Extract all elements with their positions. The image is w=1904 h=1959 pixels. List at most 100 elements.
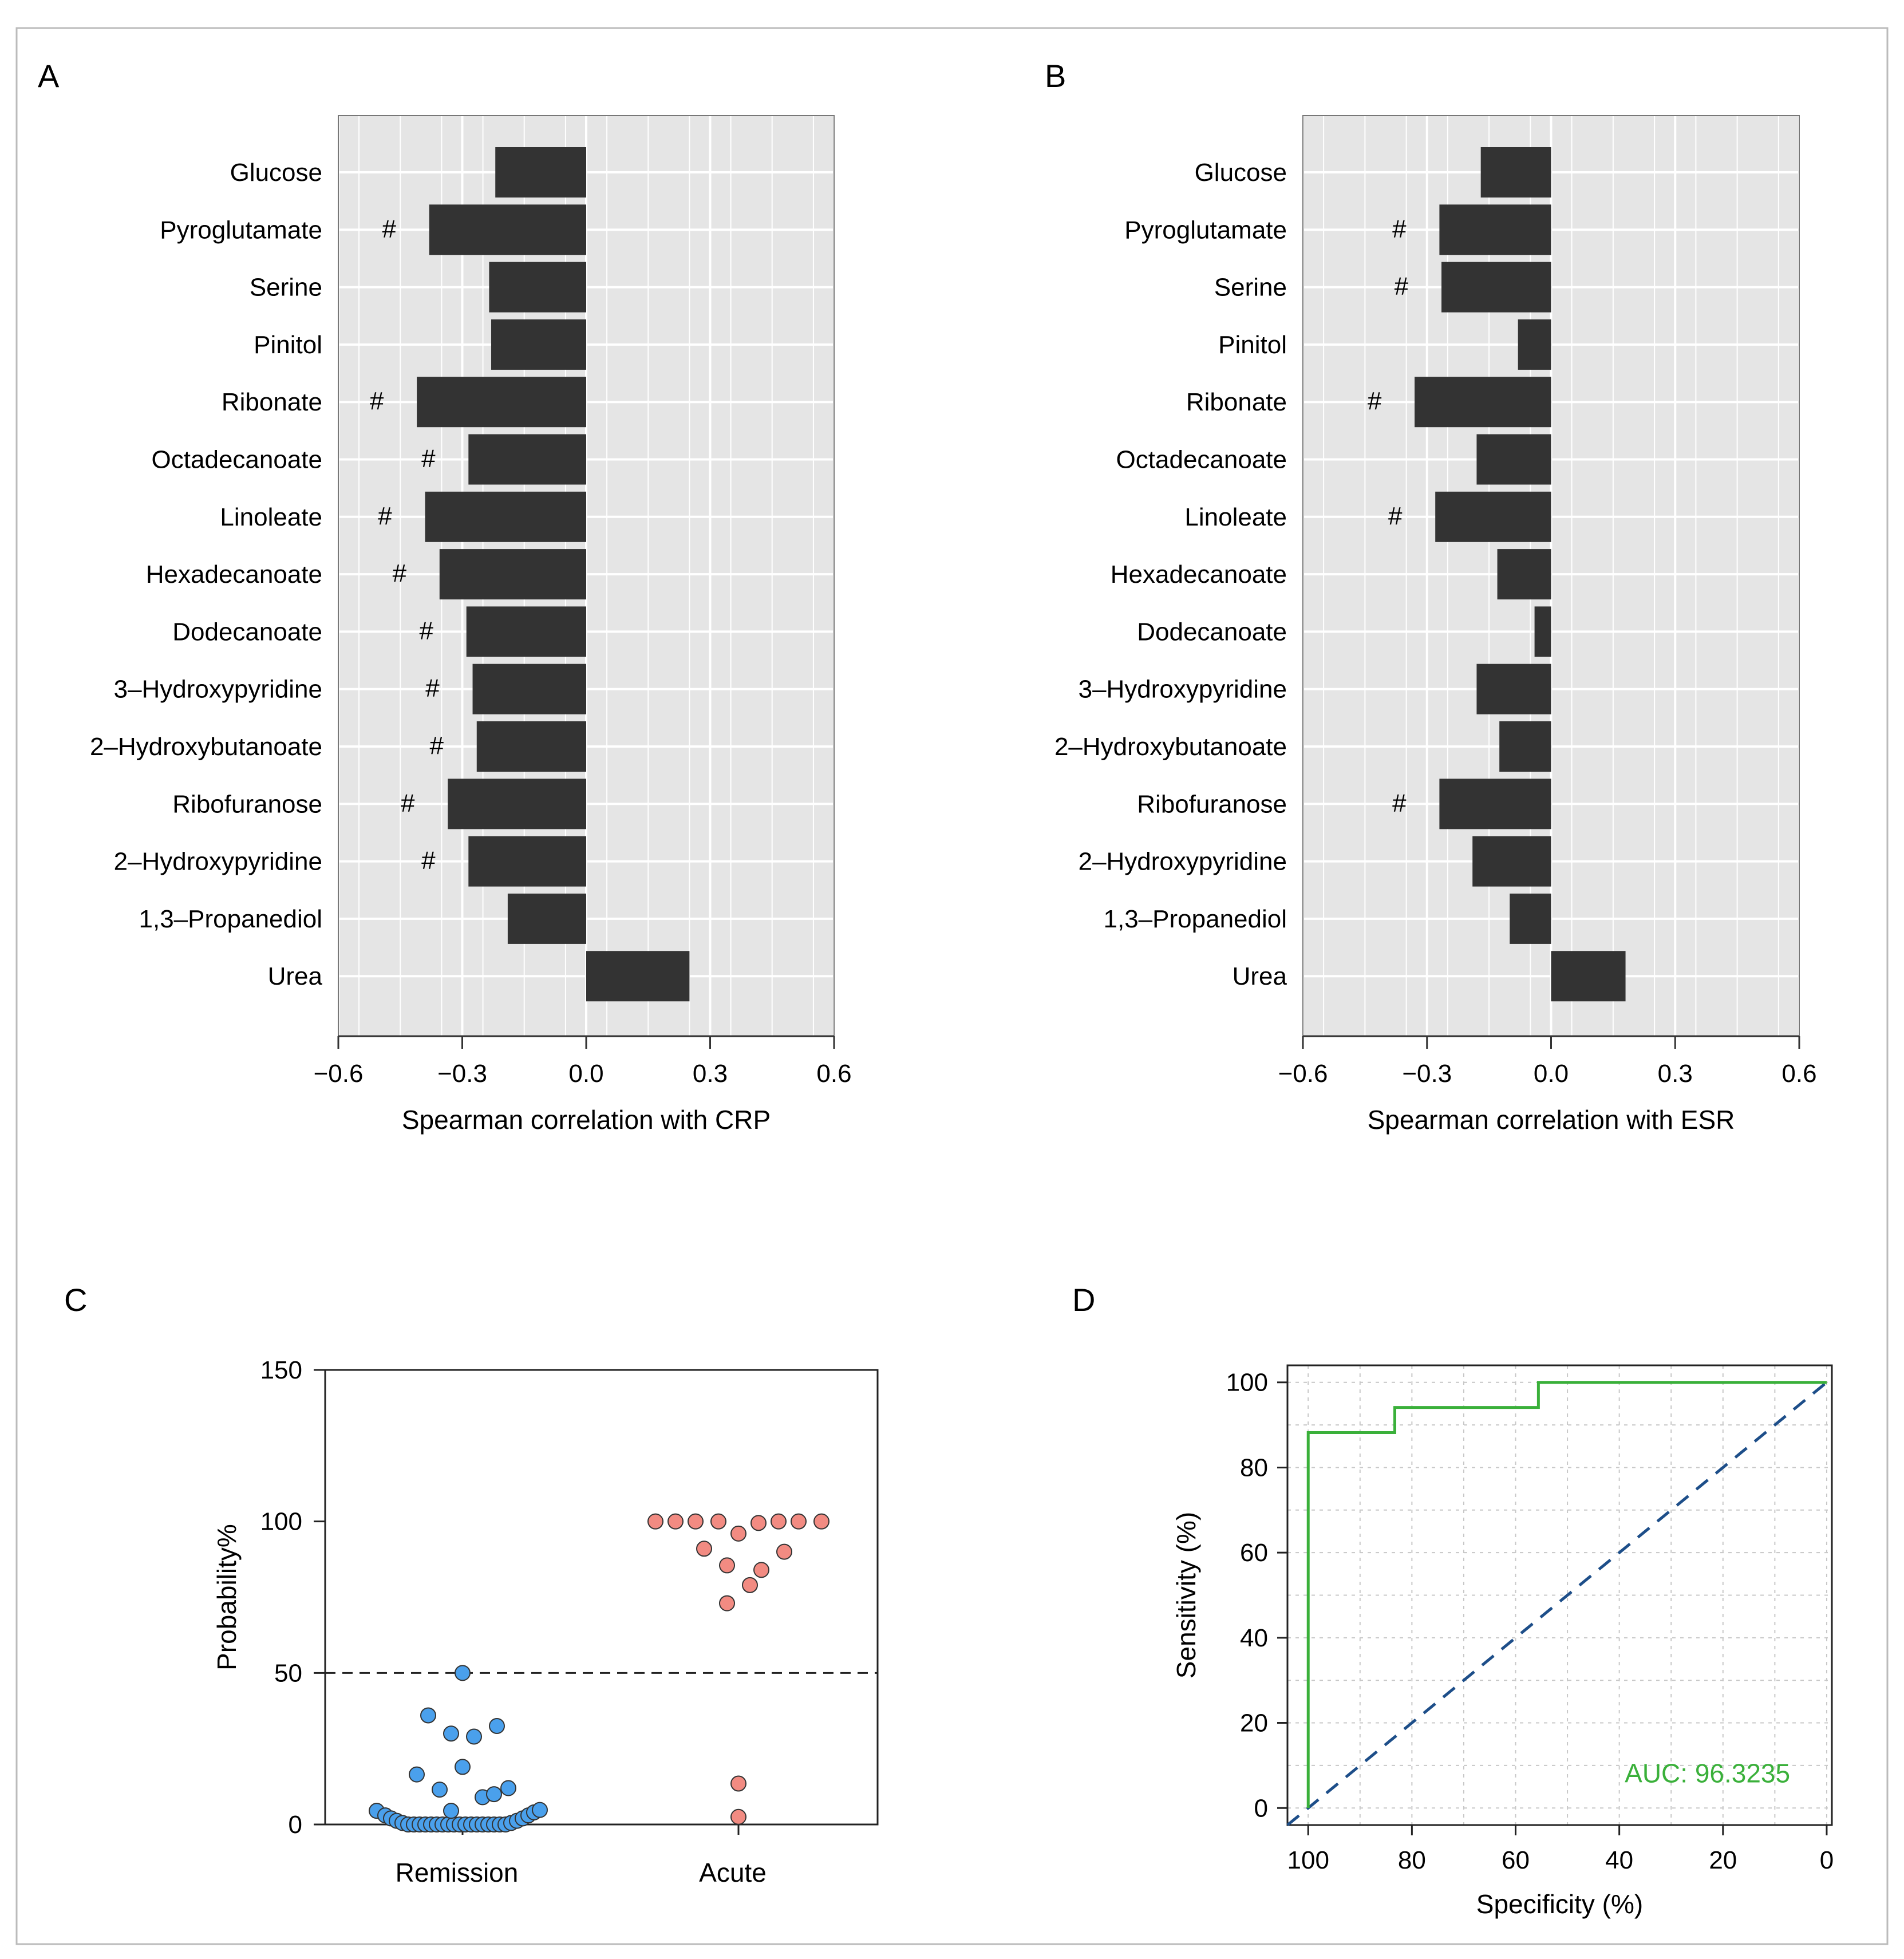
chart-c-y-tick-label: 50 xyxy=(274,1659,302,1687)
chart-c-point-remission xyxy=(455,1759,471,1775)
chart-b-category-label-serine: Serine xyxy=(1214,274,1287,302)
chart-b-category-label-ribonate: Ribonate xyxy=(1186,388,1287,416)
chart-c-point-acute xyxy=(667,1513,684,1530)
chart-c-y-axis-title: Probability% xyxy=(212,1524,242,1670)
chart-panel-a: Glucose # Pyroglutamate Serine Pinitol # Ribon… xyxy=(90,115,852,1135)
chart-b-category-label-glucose: Glucose xyxy=(1195,159,1287,187)
chart-b-significance-marker: # xyxy=(1368,387,1382,415)
chart-b-category-label-octadecanoate: Octadecanoate xyxy=(1116,446,1287,474)
chart-a-bar-3-hydroxypyridine xyxy=(472,663,586,714)
panel-label-b: B xyxy=(1045,58,1066,94)
chart-a-significance-marker: # xyxy=(393,559,407,587)
chart-b-category-label-urea: Urea xyxy=(1233,962,1287,990)
chart-panel-c: 0 50 100 150 Remission Acute Probability% xyxy=(212,1356,879,1887)
chart-c-point-acute xyxy=(771,1513,787,1530)
chart-c-point-acute xyxy=(753,1562,769,1578)
chart-b-x-tick-label: −0.6 xyxy=(1278,1060,1328,1088)
chart-d-y-tick-label: 100 xyxy=(1226,1369,1268,1397)
chart-b-significance-marker: # xyxy=(1392,215,1407,243)
chart-b-category-label-2-hydroxypyridine: 2–Hydroxypyridine xyxy=(1079,848,1287,876)
chart-a-x-tick-label: 0.3 xyxy=(693,1060,728,1088)
chart-a-bar-hexadecanoate xyxy=(439,549,586,600)
chart-b-bar-glucose xyxy=(1480,147,1551,198)
chart-a-x-tick-label: −0.6 xyxy=(314,1060,364,1088)
panel-label-a: A xyxy=(38,58,60,94)
chart-a-bar-pyroglutamate xyxy=(429,204,586,255)
chart-b-bar-hexadecanoate xyxy=(1497,549,1551,600)
chart-d-x-tick-label: 60 xyxy=(1502,1846,1530,1874)
chart-c-point-acute xyxy=(730,1775,746,1792)
chart-a-x-axis-title: Spearman correlation with CRP xyxy=(402,1105,771,1135)
chart-b-category-label-3-hydroxypyridine: 3–Hydroxypyridine xyxy=(1079,676,1287,704)
panel-label-c: C xyxy=(64,1282,87,1318)
chart-a-bar-dodecanoate xyxy=(466,606,586,657)
chart-c-point-acute xyxy=(730,1525,746,1542)
chart-a-category-label-serine: Serine xyxy=(250,274,322,302)
chart-b-category-label-dodecanoate: Dodecanoate xyxy=(1137,618,1287,646)
chart-d-x-tick-label: 20 xyxy=(1709,1846,1737,1874)
chart-d-x-tick-label: 100 xyxy=(1287,1846,1329,1874)
chart-a-bar-ribonate xyxy=(417,377,586,428)
chart-b-significance-marker: # xyxy=(1388,502,1403,530)
chart-panel-b: Glucose # Pyroglutamate # Serine Pinitol # Ribo… xyxy=(1054,115,1817,1135)
chart-a-category-label-hexadecanoate: Hexadecanoate xyxy=(146,560,322,589)
chart-d-x-tick-label: 40 xyxy=(1605,1846,1633,1874)
chart-d-x-axis-title: Specificity (%) xyxy=(1476,1889,1643,1919)
chart-b-x-tick-label: 0.0 xyxy=(1534,1060,1569,1088)
chart-b-bar-octadecanoate xyxy=(1476,434,1551,485)
chart-c-point-acute xyxy=(647,1513,663,1530)
chart-d-reference-line xyxy=(1286,1377,1833,1826)
chart-b-x-axis-title: Spearman correlation with ESR xyxy=(1368,1105,1735,1135)
chart-a-significance-marker: # xyxy=(421,847,436,875)
chart-d-x-tick-label: 0 xyxy=(1820,1846,1834,1874)
chart-c-point-acute xyxy=(688,1513,704,1530)
chart-c-point-acute xyxy=(776,1543,792,1560)
chart-d-roc-curve xyxy=(1306,1381,1827,1808)
chart-a-category-label-2-hydroxybutanoate: 2–Hydroxybutanoate xyxy=(90,733,322,761)
chart-panel-d: 0 20 40 60 80 100 100 80 60 40 20 0 Specificity (%) S… xyxy=(1171,1364,1834,1919)
chart-a-category-label-ribofuranose: Ribofuranose xyxy=(172,790,322,818)
chart-a-bar-2-hydroxypyridine xyxy=(468,836,586,887)
chart-a-significance-marker: # xyxy=(430,732,444,760)
chart-a-significance-marker: # xyxy=(421,445,436,473)
chart-a-significance-marker: # xyxy=(382,215,397,243)
chart-a-bar-serine xyxy=(489,262,586,313)
chart-d-y-tick-label: 20 xyxy=(1240,1709,1268,1737)
chart-b-category-label-pyroglutamate: Pyroglutamate xyxy=(1124,216,1287,244)
chart-c-y-tick-label: 100 xyxy=(260,1508,302,1536)
chart-a-bar-1-3-propanediol xyxy=(507,893,586,944)
chart-d-x-tick-label: 80 xyxy=(1398,1846,1426,1874)
chart-c-x-tick-label-remission: Remission xyxy=(396,1858,519,1887)
chart-a-category-label-1-3-propanediol: 1,3–Propanediol xyxy=(139,905,322,933)
chart-c-y-tick-label: 150 xyxy=(260,1356,302,1384)
chart-a-bar-glucose xyxy=(495,147,586,198)
chart-b-bar-ribofuranose xyxy=(1439,779,1551,830)
chart-b-bar-2-hydroxypyridine xyxy=(1472,836,1551,887)
chart-a-significance-marker: # xyxy=(425,674,440,702)
chart-b-bar-serine xyxy=(1441,262,1551,313)
chart-c-plot-border xyxy=(324,1369,879,1826)
chart-a-category-label-ribonate: Ribonate xyxy=(222,388,322,416)
chart-b-x-tick-label: 0.6 xyxy=(1781,1060,1816,1088)
chart-a-category-label-2-hydroxypyridine: 2–Hydroxypyridine xyxy=(114,848,322,876)
chart-b-bar-linoleate xyxy=(1435,491,1551,542)
chart-d-plot-border xyxy=(1286,1364,1833,1826)
chart-a-bar-pinitol xyxy=(491,319,586,370)
chart-c-point-acute xyxy=(719,1595,735,1612)
chart-a-category-label-linoleate: Linoleate xyxy=(220,503,322,531)
chart-b-bar-dodecanoate xyxy=(1534,606,1551,657)
chart-c-point-acute xyxy=(710,1513,726,1530)
chart-a-bar-linoleate xyxy=(425,491,586,542)
chart-a-x-tick-label: 0.6 xyxy=(816,1060,851,1088)
chart-c-point-remission xyxy=(443,1725,459,1742)
chart-d-y-axis-title: Sensitivity (%) xyxy=(1171,1512,1201,1678)
chart-c-point-acute xyxy=(696,1541,712,1557)
chart-b-x-tick-label: 0.3 xyxy=(1658,1060,1693,1088)
chart-d-y-tick-label: 60 xyxy=(1240,1539,1268,1567)
chart-c-point-remission xyxy=(420,1707,436,1724)
chart-b-category-label-1-3-propanediol: 1,3–Propanediol xyxy=(1104,905,1287,933)
chart-a-significance-marker: # xyxy=(419,617,433,645)
chart-a-category-label-octadecanoate: Octadecanoate xyxy=(152,446,322,474)
chart-a-bar-2-hydroxybutanoate xyxy=(476,721,586,772)
